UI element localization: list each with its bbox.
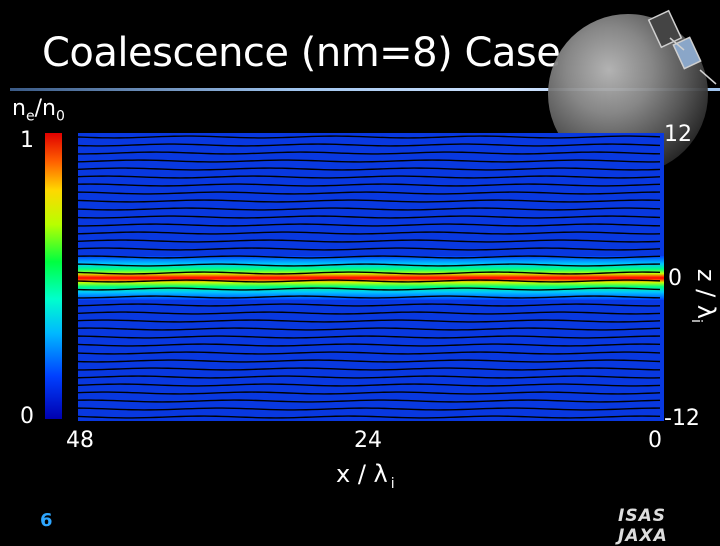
field-line	[77, 199, 661, 203]
field-line	[77, 327, 661, 331]
field-line	[77, 303, 661, 307]
field-line	[77, 263, 661, 267]
field-line	[77, 391, 661, 395]
y-axis-label: z / λi	[688, 268, 720, 323]
field-line	[77, 207, 661, 211]
field-line	[77, 239, 661, 243]
field-line	[77, 351, 661, 355]
field-line	[77, 255, 661, 259]
jaxa-logo: ISAS JAXA	[618, 506, 668, 546]
field-line	[77, 375, 661, 379]
field-line	[77, 143, 661, 147]
field-line	[77, 151, 661, 155]
field-line	[77, 415, 661, 419]
field-line	[77, 407, 661, 411]
field-line	[77, 135, 661, 139]
field-line	[77, 175, 661, 179]
field-line	[77, 215, 661, 219]
current-sheet	[78, 256, 664, 300]
x-tick-mid: 24	[354, 428, 382, 453]
slide-title: Coalescence (nm=8) Case	[42, 30, 561, 76]
x-tick-right: 0	[648, 428, 662, 453]
field-line	[77, 167, 661, 171]
colorbar-max-label: 1	[20, 128, 34, 153]
field-line	[77, 191, 661, 195]
title-underline	[10, 88, 720, 91]
field-line	[77, 335, 661, 339]
field-line	[77, 247, 661, 251]
colorbar-min-label: 0	[20, 404, 34, 429]
colorbar	[45, 133, 62, 419]
satellite-icon	[647, 9, 717, 85]
slide-number: 6	[40, 510, 53, 531]
field-line	[78, 295, 661, 299]
x-tick-left: 48	[66, 428, 94, 453]
field-line	[77, 399, 661, 403]
field-line	[77, 359, 661, 363]
field-line	[77, 343, 661, 347]
y-tick-mid: 0	[668, 266, 682, 291]
y-tick-top: 12	[664, 122, 692, 147]
field-line	[77, 231, 661, 235]
field-line	[77, 287, 661, 291]
field-line	[77, 159, 661, 163]
field-line	[77, 183, 661, 187]
colorbar-label: ne/n0	[12, 96, 65, 125]
field-line	[77, 383, 661, 387]
field-line	[77, 319, 661, 323]
field-line	[77, 279, 661, 283]
field-line	[77, 223, 661, 227]
field-line	[77, 271, 661, 275]
field-line	[78, 367, 661, 371]
field-lines	[77, 135, 661, 419]
y-tick-bottom: -12	[664, 406, 700, 431]
field-line	[77, 311, 661, 315]
